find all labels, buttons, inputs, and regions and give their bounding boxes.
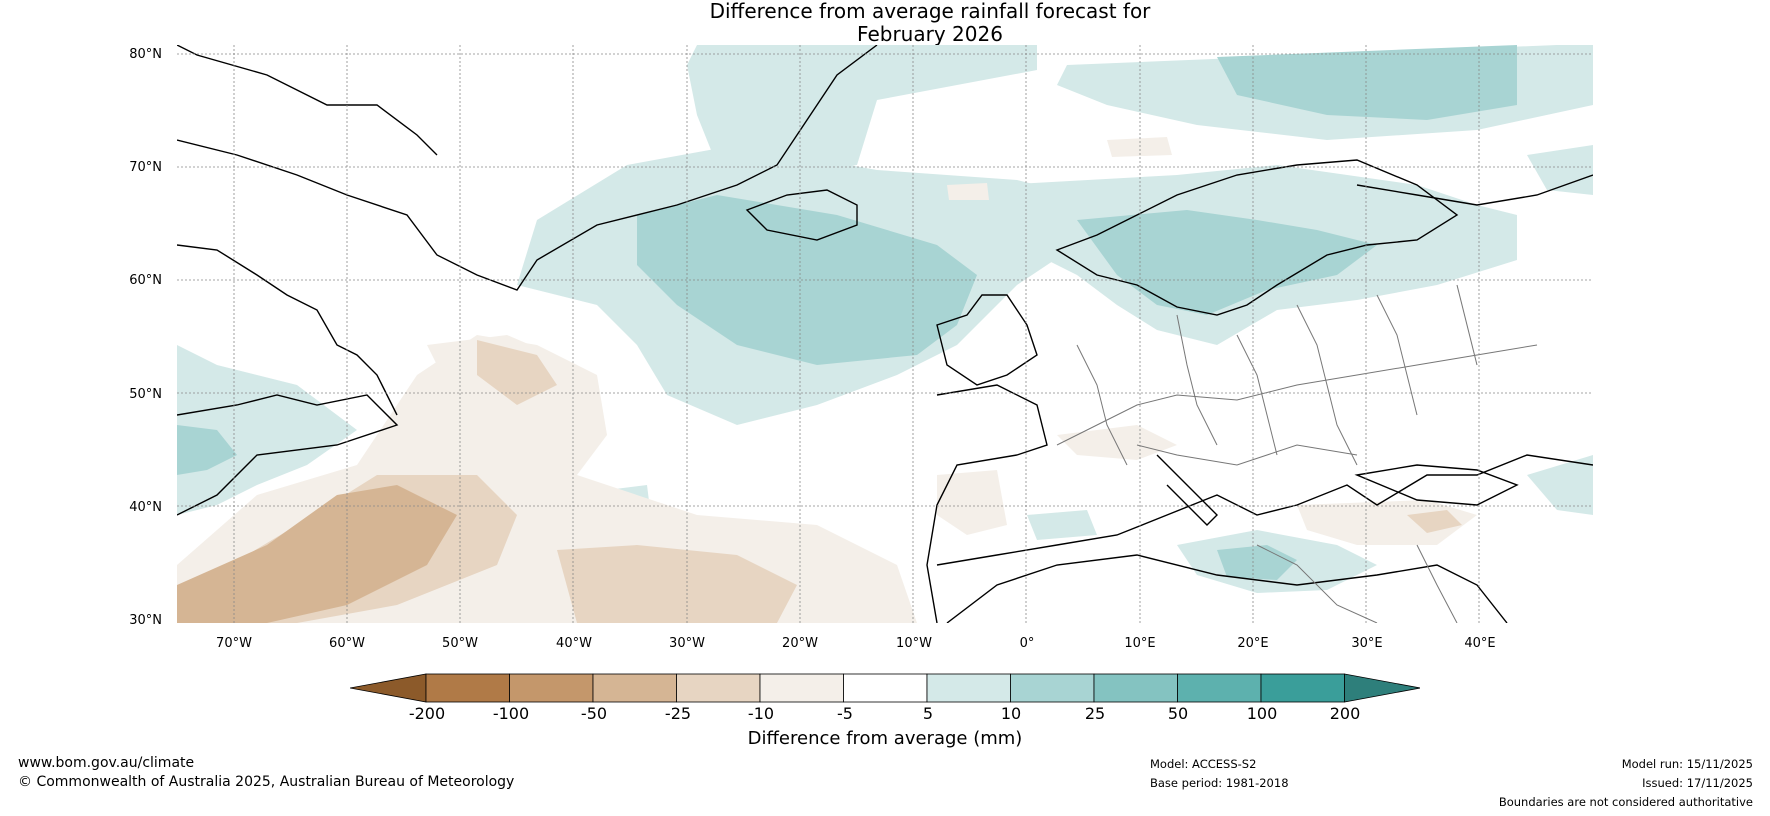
lon-label-10e: 10°E — [1124, 636, 1156, 651]
italy-coast — [1156, 454, 1218, 526]
dry-beige-mid-atlantic — [477, 340, 557, 405]
labrador-coast — [177, 244, 398, 416]
colorbar-segments — [350, 673, 1420, 703]
colorbar-label-25: 25 — [1084, 704, 1106, 723]
wet-mid-svalbard — [1217, 45, 1517, 120]
colorbar-segment — [1177, 673, 1262, 703]
colorbar-title: Difference from average (mm) — [747, 728, 1023, 749]
colorbar-label-neg5: -5 — [837, 704, 853, 723]
footer-disclaimer: Boundaries are not considered authoritat… — [1498, 795, 1753, 809]
russia-arctic-coast — [1356, 174, 1593, 206]
footer-issued: Issued: 17/11/2025 — [1642, 776, 1753, 790]
colorbar-label-100: 100 — [1246, 704, 1278, 723]
colorbar-segment — [1093, 673, 1178, 703]
wet-light-black-sea — [1527, 455, 1593, 515]
wet-mid-norway — [1077, 210, 1377, 315]
wet-light-newfoundland — [177, 345, 357, 515]
wet-mid-newfoundland — [177, 425, 237, 475]
dry-light-iberia — [937, 470, 1007, 535]
colorbar-label-neg200: -200 — [408, 704, 446, 723]
dry-beige-east-atlantic — [557, 545, 797, 623]
wet-light-caspian-edge — [1527, 145, 1593, 195]
map-title: Difference from average rainfall forecas… — [0, 0, 1770, 46]
colorbar-label-neg10: -10 — [747, 704, 775, 723]
colorbar-segment — [1260, 673, 1345, 703]
lat-label-50n: 50°N — [129, 387, 162, 402]
footer-website: www.bom.gov.au/climate — [18, 755, 195, 771]
wet-light-north-greenland — [687, 45, 1037, 175]
colorbar-label-200: 200 — [1329, 704, 1361, 723]
footer-model: Model: ACCESS-S2 — [1150, 757, 1257, 771]
dry-anomaly-regions — [177, 137, 1477, 623]
coastlines — [177, 45, 1593, 623]
map-canvas — [177, 45, 1593, 623]
colorbar-label-neg25: -25 — [664, 704, 692, 723]
colorbar-label-neg50: -50 — [580, 704, 608, 723]
dry-light-central-europe — [1057, 425, 1177, 460]
title-line-1: Difference from average rainfall forecas… — [709, 0, 1151, 23]
scandinavia-coast — [1055, 159, 1459, 316]
colorbar-extend-high — [1344, 673, 1420, 703]
colorbar-segment — [425, 673, 510, 703]
wet-light-iberia-islet — [1027, 510, 1097, 540]
lon-label-50w: 50°W — [442, 636, 478, 651]
british-isles-coast — [936, 294, 1038, 386]
dry-mid-subtropical — [177, 485, 457, 623]
colorbar-label-5: 5 — [922, 704, 934, 723]
lon-label-70w: 70°W — [216, 636, 252, 651]
lon-label-40w: 40°W — [556, 636, 592, 651]
colorbar-segment — [1010, 673, 1095, 703]
europe-west-coast — [926, 384, 1048, 623]
iceland-coast — [745, 189, 858, 241]
lon-label-30e: 30°E — [1351, 636, 1383, 651]
dry-light-north-sea-spot — [1107, 137, 1172, 157]
wet-mid-mediterranean — [1217, 545, 1297, 580]
country-borders — [1056, 284, 1538, 623]
footer-base-period: Base period: 1981-2018 — [1150, 776, 1289, 790]
colorbar-segment — [509, 673, 594, 703]
dry-light-arctic-spot — [947, 183, 989, 200]
graticule — [177, 45, 1593, 623]
canada-baffin-coast — [177, 45, 438, 156]
colorbar-segment — [676, 673, 761, 703]
lon-label-60w: 60°W — [329, 636, 365, 651]
lon-label-40e: 40°E — [1464, 636, 1496, 651]
colorbar-segment — [926, 673, 1011, 703]
lat-label-70n: 70°N — [129, 160, 162, 175]
dry-light-greece — [1297, 500, 1477, 545]
mediterranean-coast — [936, 454, 1593, 566]
colorbar-segment — [843, 673, 928, 703]
east-canada-coast — [177, 394, 399, 516]
colorbar-label-50: 50 — [1167, 704, 1189, 723]
lon-label-0: 0° — [1019, 636, 1035, 651]
colorbar-label-neg100: -100 — [492, 704, 530, 723]
colorbar-label-10: 10 — [1000, 704, 1022, 723]
wet-anomaly-regions — [177, 45, 1593, 593]
colorbar-segment — [759, 673, 844, 703]
footer-copyright: © Commonwealth of Australia 2025, Austra… — [18, 774, 515, 790]
title-line-2: February 2026 — [857, 22, 1003, 46]
dry-beige-greece — [1407, 510, 1462, 533]
lon-label-30w: 30°W — [669, 636, 705, 651]
colorbar — [350, 673, 1420, 703]
forecast-map — [177, 45, 1593, 623]
footer-model-run: Model run: 15/11/2025 — [1621, 757, 1753, 771]
lat-label-60n: 60°N — [129, 273, 162, 288]
lon-label-20w: 20°W — [782, 636, 818, 651]
lat-label-40n: 40°N — [129, 500, 162, 515]
north-africa-coast — [946, 554, 1508, 623]
lon-label-10w: 10°W — [896, 636, 932, 651]
colorbar-segment — [592, 673, 677, 703]
colorbar-extend-low — [350, 673, 427, 703]
black-sea-coast — [1354, 464, 1519, 506]
lon-label-20e: 20°E — [1237, 636, 1269, 651]
greenland-coast — [177, 45, 878, 291]
lat-label-80n: 80°N — [129, 47, 162, 62]
lat-label-30n: 30°N — [129, 613, 162, 628]
